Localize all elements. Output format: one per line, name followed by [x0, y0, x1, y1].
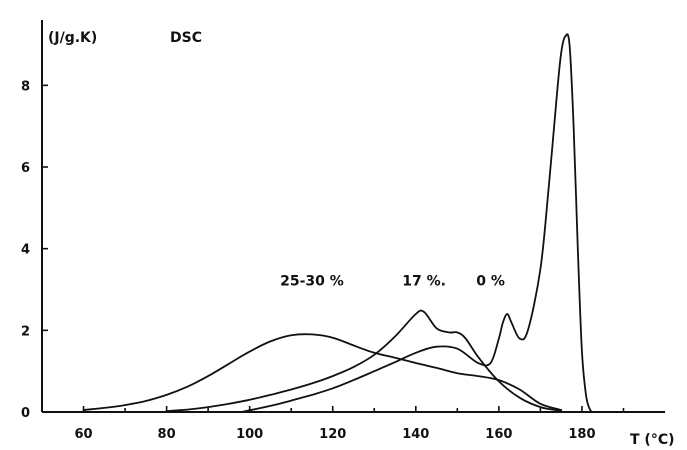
series-17-percent	[165, 309, 563, 413]
x-tick-label: 160	[485, 427, 512, 442]
x-tick-label: 100	[236, 427, 263, 442]
series-0-percent	[240, 33, 596, 413]
annotation-25-30-percent: 25-30 %	[280, 273, 344, 289]
x-tick-label: 120	[319, 427, 346, 442]
y-tick-label: 0	[21, 406, 30, 421]
x-tick-label: 140	[402, 427, 429, 442]
chart-title: DSC	[170, 30, 202, 46]
y-tick-label: 6	[21, 161, 30, 176]
annotation-17-percent: 17 %.	[402, 273, 446, 289]
x-tick-label: 60	[74, 427, 92, 442]
y-tick-label: 4	[21, 243, 30, 258]
curves	[82, 33, 596, 413]
x-tick-label: 180	[568, 427, 595, 442]
ticks: 60 80 100 120 140 160 180 0 2 4 6 8	[21, 79, 625, 442]
x-tick-label: 80	[158, 427, 176, 442]
series-25-30-percent	[82, 333, 563, 411]
y-tick-label: 2	[21, 324, 30, 339]
y-axis-label: (J/g.K)	[48, 30, 97, 46]
x-axis-label: T (°C)	[630, 432, 675, 448]
y-tick-label: 8	[21, 79, 30, 94]
annotation-0-percent: 0 %	[476, 273, 505, 289]
labels: (J/g.K) DSC T (°C) 25-30 % 17 %. 0 %	[48, 30, 675, 448]
